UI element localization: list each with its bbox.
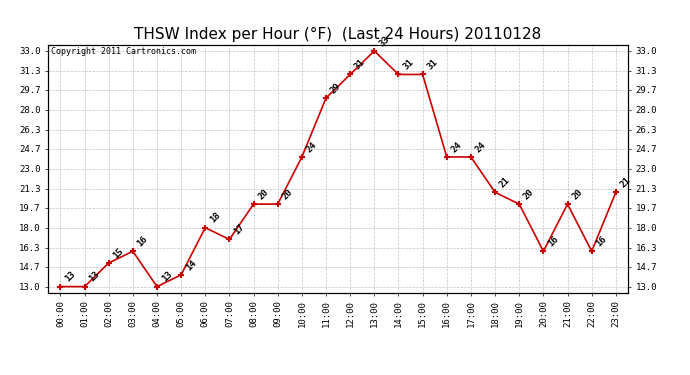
Text: 31: 31	[353, 58, 367, 72]
Text: 13: 13	[63, 270, 77, 284]
Text: 33: 33	[377, 34, 391, 48]
Text: 24: 24	[450, 140, 464, 154]
Text: 31: 31	[426, 58, 440, 72]
Text: 16: 16	[546, 234, 560, 249]
Text: 21: 21	[498, 176, 512, 189]
Text: 20: 20	[571, 188, 584, 201]
Text: 20: 20	[522, 188, 536, 201]
Text: 20: 20	[257, 188, 270, 201]
Text: 21: 21	[619, 176, 633, 189]
Text: 24: 24	[305, 140, 319, 154]
Text: 15: 15	[112, 246, 126, 260]
Text: 20: 20	[281, 188, 295, 201]
Text: 13: 13	[160, 270, 174, 284]
Text: 24: 24	[474, 140, 488, 154]
Text: 14: 14	[184, 258, 198, 272]
Text: 17: 17	[233, 223, 246, 237]
Text: 29: 29	[329, 81, 343, 95]
Title: THSW Index per Hour (°F)  (Last 24 Hours) 20110128: THSW Index per Hour (°F) (Last 24 Hours)…	[135, 27, 542, 42]
Text: 13: 13	[88, 270, 101, 284]
Text: 18: 18	[208, 211, 222, 225]
Text: 16: 16	[595, 234, 609, 249]
Text: 31: 31	[402, 58, 415, 72]
Text: Copyright 2011 Cartronics.com: Copyright 2011 Cartronics.com	[51, 48, 196, 57]
Text: 16: 16	[136, 234, 150, 249]
